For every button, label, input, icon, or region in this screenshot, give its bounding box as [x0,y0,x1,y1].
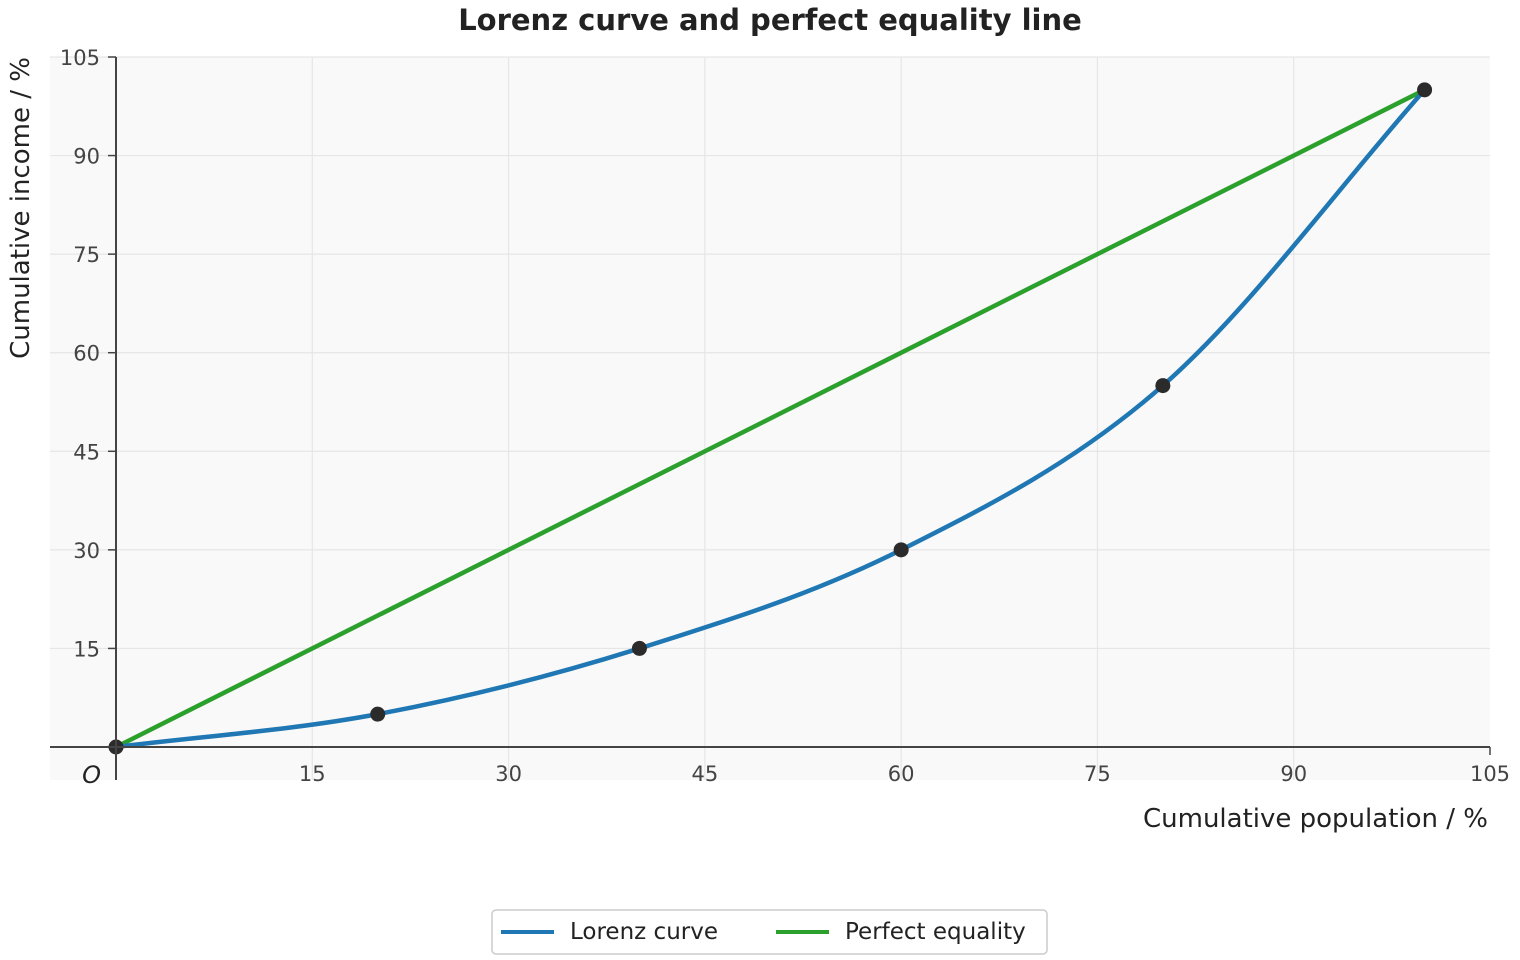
grid-lines [50,56,1490,780]
series-lines [113,87,1427,750]
x-tick-label: 105 [1470,762,1510,786]
tick-labels: 15 30 45 60 75 90 105 15 30 45 60 75 90 105 [60,46,1510,786]
y-tick-label: 15 [73,637,100,661]
x-tick-label: 60 [888,762,915,786]
y-tick-label: 60 [73,342,100,366]
data-point-marker [1417,82,1433,98]
x-tick-label: 30 [495,762,522,786]
legend-box [491,909,1048,955]
y-tick-label: 90 [73,145,100,169]
x-tick-label: 15 [299,762,326,786]
data-point-marker [631,640,647,656]
legend-label-equality: Perfect equality [845,919,1026,945]
x-tick-label: 75 [1084,762,1111,786]
data-point-marker [893,542,909,558]
lorenz-curve-line [113,87,1427,750]
perfect-equality-line [113,87,1427,750]
y-axis-label: Cumulative income / % [6,57,36,359]
x-tick-label: 90 [1280,762,1307,786]
origin-label: O [82,761,101,789]
data-point-marker [370,706,386,722]
legend: Lorenz curve Perfect equality [491,909,1048,955]
y-tick-label: 75 [73,243,100,267]
data-point-marker [1155,378,1171,394]
y-tick-label: 105 [60,46,100,70]
y-tick-label: 30 [73,539,100,563]
axes [50,57,1491,780]
x-tick-label: 45 [691,762,718,786]
legend-label-lorenz: Lorenz curve [570,919,718,945]
y-tick-label: 45 [73,440,100,464]
chart-title: Lorenz curve and perfect equality line [458,3,1082,37]
x-axis-label: Cumulative population / % [1143,804,1488,834]
